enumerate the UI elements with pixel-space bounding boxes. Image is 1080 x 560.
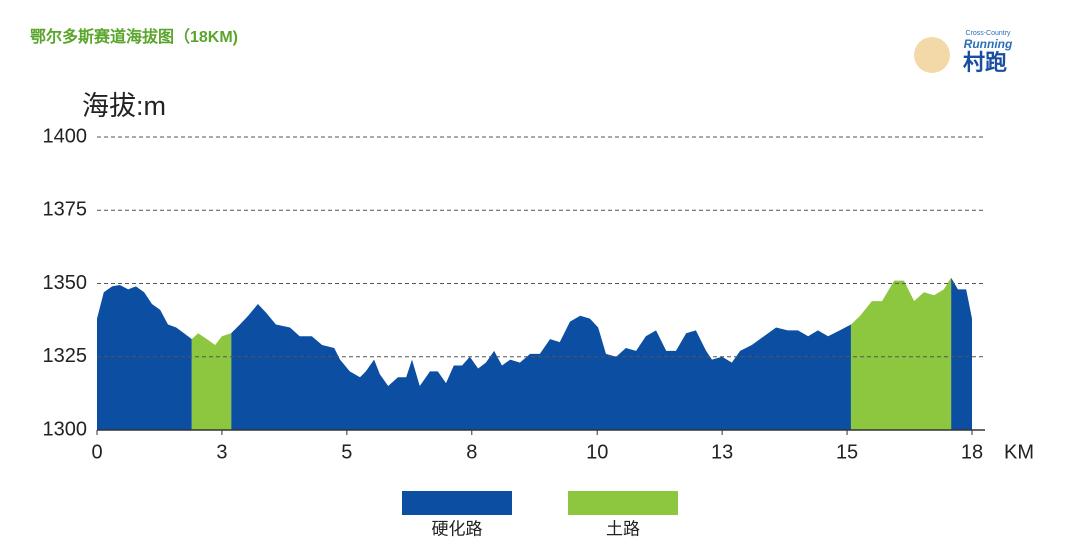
legend-swatch — [568, 491, 678, 515]
x-tick-label: 10 — [586, 441, 608, 463]
logo-icon — [914, 37, 950, 73]
logo-small-text: Cross-Country — [965, 30, 1011, 37]
x-tick-label: 0 — [91, 441, 102, 463]
y-tick-label: 1325 — [43, 345, 88, 367]
x-tick-label: 13 — [711, 441, 733, 463]
logo-brand: Running — [964, 37, 1013, 51]
x-tick-label: 15 — [836, 441, 858, 463]
logo: Cross-Country Running 村跑 — [914, 30, 1013, 75]
x-tick-label: 5 — [341, 441, 352, 463]
legend-swatch — [402, 491, 512, 515]
chart-title: 鄂尔多斯赛道海拔图（18KM) — [30, 27, 238, 46]
legend-label: 硬化路 — [432, 519, 483, 538]
y-axis-label: 海拔:m — [82, 91, 166, 121]
x-axis-label: KM — [1004, 441, 1034, 463]
area — [97, 277, 972, 430]
x-tick-label: 3 — [216, 441, 227, 463]
x-tick-label: 18 — [961, 441, 983, 463]
y-tick-label: 1300 — [43, 418, 88, 440]
y-tick-label: 1400 — [43, 125, 88, 147]
y-tick-label: 1350 — [43, 272, 88, 294]
legend-label: 土路 — [606, 519, 640, 538]
area — [191, 277, 952, 430]
y-tick-label: 1375 — [43, 199, 88, 221]
x-tick-label: 8 — [466, 441, 477, 463]
logo-name: 村跑 — [963, 50, 1007, 75]
